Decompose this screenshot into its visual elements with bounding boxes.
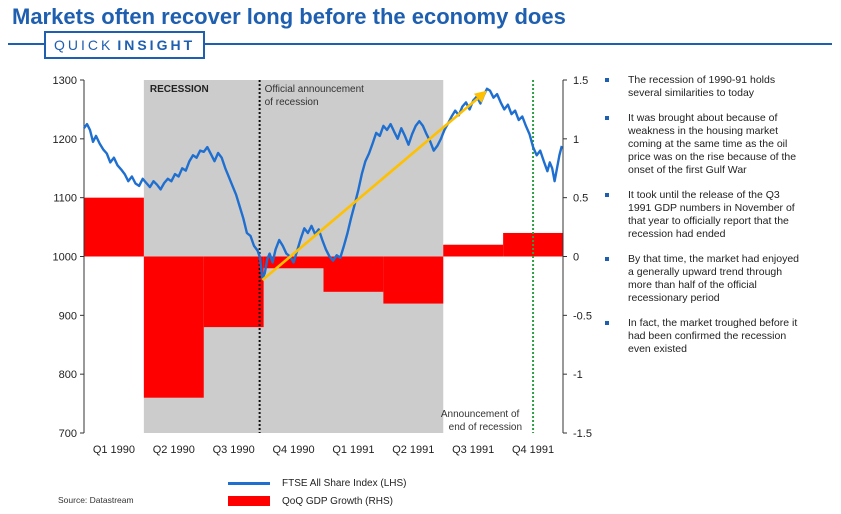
recession-label: RECESSION — [150, 84, 209, 95]
left-tick-label: 800 — [59, 369, 77, 381]
bullet-item: By that time, the market had enjoyed a g… — [604, 253, 804, 305]
ftse-gdp-chart: RECESSION 700 800 900 1000 1100 1200 1300 -1.5… — [53, 75, 592, 456]
x-tick-label: Q1 1990 — [93, 444, 135, 456]
source-note: Source: Datastream — [58, 495, 134, 505]
official-announcement-label: Official announcement of recession — [265, 84, 367, 108]
legend-swatch-bar — [228, 496, 270, 506]
right-tick-label: 0 — [573, 252, 579, 264]
bullet-item: It took until the release of the Q3 1991… — [604, 189, 804, 241]
right-tick-label: -0.5 — [573, 310, 592, 322]
right-tick-label: -1 — [573, 369, 583, 381]
x-axis-labels: Q1 1990 Q2 1990 Q3 1990 Q4 1990 Q1 1991 Q2 19… — [93, 444, 554, 456]
right-axis-ticks: -1.5 -1 -0.5 0 0.5 1 1.5 — [563, 75, 592, 440]
trend-arrow-line — [261, 97, 479, 282]
badge-text-quick: QUICK — [54, 37, 114, 53]
gdp-bar — [443, 244, 504, 257]
legend-swatch-line — [228, 481, 270, 485]
official-announcement-line-1: Official announcement — [265, 84, 365, 95]
bullet-item: The recession of 1990-91 holds several s… — [604, 74, 804, 100]
right-tick-label: -1.5 — [573, 428, 592, 440]
x-tick-label: Q3 1990 — [213, 444, 255, 456]
left-tick-label: 900 — [59, 310, 77, 322]
end-of-recession-label: Announcement of end of recession — [441, 409, 522, 433]
right-tick-label: 1.5 — [573, 75, 588, 87]
left-tick-label: 1300 — [53, 75, 77, 87]
x-tick-label: Q2 1990 — [153, 444, 195, 456]
ftse-series-line — [83, 87, 563, 281]
page-title: Markets often recover long before the ec… — [12, 4, 566, 29]
end-of-recession-line-2: end of recession — [449, 422, 522, 433]
legend-item-gdp: QoQ GDP Growth (RHS) — [228, 492, 407, 510]
left-tick-label: 700 — [59, 428, 77, 440]
right-tick-label: 1 — [573, 134, 579, 146]
bullet-item: It was brought about because of weakness… — [604, 112, 804, 177]
left-tick-label: 1100 — [53, 193, 77, 205]
right-tick-label: 0.5 — [573, 193, 588, 205]
gdp-bar — [84, 197, 144, 257]
legend-label-gdp: QoQ GDP Growth (RHS) — [282, 495, 393, 507]
chart-legend: FTSE All Share Index (LHS) QoQ GDP Growt… — [228, 474, 407, 510]
gdp-bar — [323, 256, 384, 292]
trend-arrow-head — [473, 90, 487, 103]
legend-item-ftse: FTSE All Share Index (LHS) — [228, 474, 407, 492]
gdp-bar — [203, 256, 264, 328]
legend-label-ftse: FTSE All Share Index (LHS) — [282, 477, 407, 489]
x-tick-label: Q1 1991 — [332, 444, 374, 456]
left-axis-ticks: 700 800 900 1000 1100 1200 1300 — [53, 75, 84, 440]
gdp-bar — [143, 256, 204, 398]
official-announcement-line-2: of recession — [265, 97, 319, 108]
badge-text-insight: INSIGHT — [117, 37, 196, 53]
quick-insight-badge: QUICK INSIGHT — [44, 31, 206, 59]
left-tick-label: 1000 — [53, 252, 77, 264]
gdp-bar — [383, 256, 444, 304]
left-tick-label: 1200 — [53, 134, 77, 146]
x-tick-label: Q2 1991 — [392, 444, 434, 456]
insight-bullets: The recession of 1990-91 holds several s… — [604, 74, 804, 368]
x-tick-label: Q4 1991 — [512, 444, 554, 456]
x-tick-label: Q3 1991 — [452, 444, 494, 456]
title-rule — [8, 43, 832, 45]
end-of-recession-line-1: Announcement of — [441, 409, 520, 420]
bullet-item: In fact, the market troughed before it h… — [604, 317, 804, 356]
x-tick-label: Q4 1990 — [272, 444, 314, 456]
